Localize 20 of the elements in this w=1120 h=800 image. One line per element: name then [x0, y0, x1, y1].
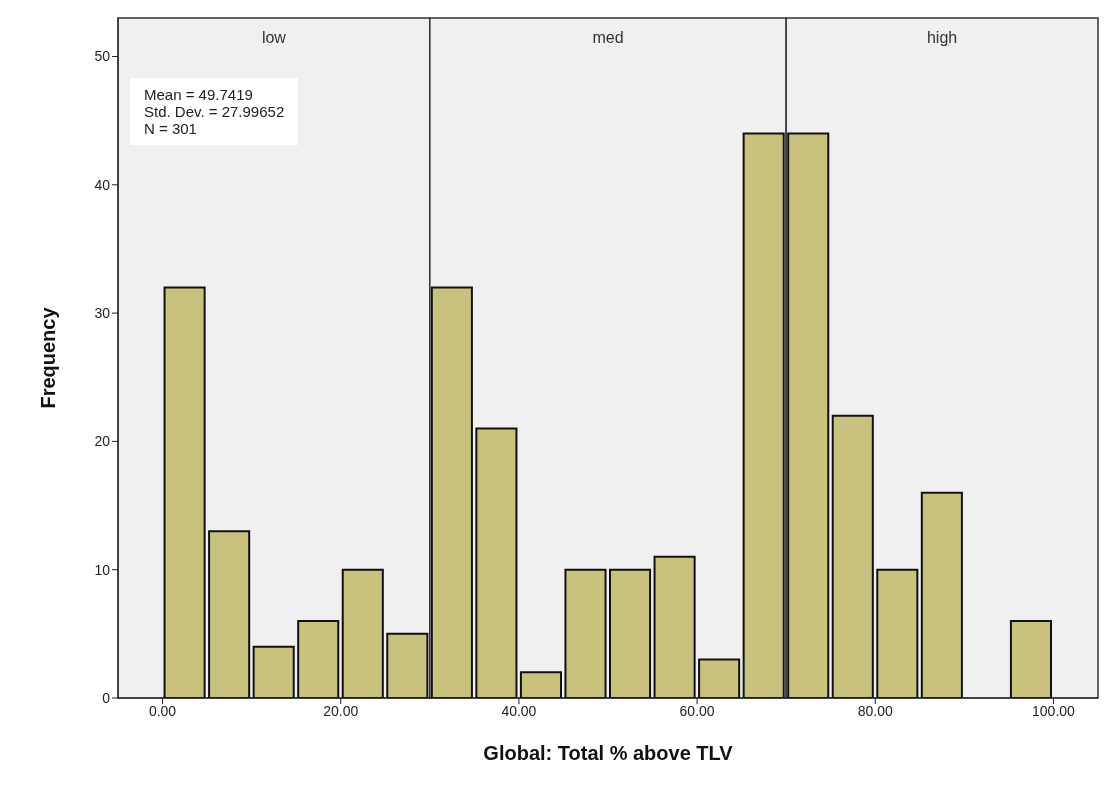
x-tick-label: 100.00 — [1032, 702, 1076, 719]
band-label: med — [592, 29, 624, 47]
y-tick-label: 0 — [102, 689, 111, 706]
band-label: low — [261, 29, 287, 47]
x-axis-title: Global: Total % above TLV — [483, 742, 734, 764]
y-tick-label: 30 — [94, 305, 111, 322]
x-tick-label: 40.00 — [501, 702, 537, 719]
y-tick-label: 10 — [94, 561, 111, 578]
x-tick-label: 0.00 — [148, 702, 177, 719]
y-axis-title: Frequency — [37, 306, 60, 409]
x-tick-label: 80.00 — [857, 702, 893, 719]
x-tick-label: 20.00 — [323, 702, 359, 719]
y-tick-label: 40 — [94, 176, 111, 193]
y-tick-label: 50 — [94, 48, 111, 65]
y-tick-label: 20 — [94, 433, 111, 450]
annotation: Mean = 49.7419 — [144, 86, 254, 103]
annotation: Std. Dev. = 27.99652 — [144, 103, 285, 120]
annotation: N = 301 — [144, 120, 198, 137]
band-label: high — [926, 29, 958, 47]
x-tick-label: 60.00 — [679, 702, 715, 719]
